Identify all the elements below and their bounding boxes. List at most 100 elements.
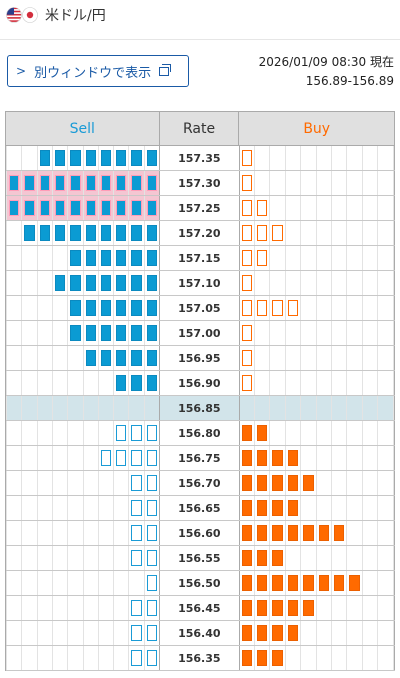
sell-order-block (116, 300, 127, 316)
buy-position-block (257, 250, 268, 266)
buy-order-block (334, 525, 345, 541)
buy-order-block (272, 550, 283, 566)
sell-position-block (146, 575, 157, 591)
buy-order-block (257, 600, 268, 616)
table-row: 157.15 (6, 246, 395, 271)
table-row: 157.35 (6, 146, 395, 171)
buy-order-block (303, 600, 314, 616)
rate-value: 156.60 (160, 521, 240, 545)
buy-order-block (272, 625, 283, 641)
buy-order-block (241, 550, 253, 566)
sell-order-block (131, 350, 142, 366)
rate-value: 156.95 (160, 346, 240, 370)
sell-order-block (100, 225, 112, 241)
sell-order-block (85, 325, 96, 341)
sell-order-block (9, 175, 20, 191)
sell-order-block (146, 175, 157, 191)
buy-order-block (272, 475, 283, 491)
rate-value: 156.80 (160, 421, 240, 445)
buy-order-block (303, 525, 314, 541)
sell-position-block (146, 500, 157, 516)
rate-value: 156.65 (160, 496, 240, 520)
chevron-right-icon: > (16, 64, 27, 78)
sell-order-block (24, 225, 35, 241)
buy-volume (240, 546, 395, 570)
buy-order-block (287, 525, 299, 541)
buy-order-block (318, 525, 329, 541)
sell-order-block (116, 375, 127, 391)
sell-order-block (70, 325, 81, 341)
buy-order-block (257, 500, 268, 516)
table-row: 156.60 (6, 521, 395, 546)
buy-volume (240, 446, 395, 470)
sell-order-block (54, 225, 66, 241)
sell-position-block (131, 450, 142, 466)
table-row: 156.80 (6, 421, 395, 446)
sell-order-block (146, 150, 157, 166)
sell-order-block (100, 350, 112, 366)
sell-order-block (70, 175, 81, 191)
sell-order-block (131, 250, 142, 266)
sell-volume (6, 646, 160, 670)
sell-order-block (131, 150, 142, 166)
sell-order-block (100, 325, 112, 341)
buy-order-block (287, 600, 299, 616)
sell-order-block (70, 250, 81, 266)
table-row: 156.50 (6, 571, 395, 596)
sell-order-block (146, 350, 157, 366)
sell-order-block (146, 275, 157, 291)
sell-volume (6, 596, 160, 620)
buy-order-block (272, 650, 283, 666)
buy-volume (240, 321, 395, 345)
sell-position-block (131, 500, 142, 516)
rate-value: 156.50 (160, 571, 240, 595)
sell-order-block (85, 350, 96, 366)
rate-value: 157.30 (160, 171, 240, 195)
buy-order-block (241, 450, 253, 466)
sell-volume (6, 396, 160, 420)
sell-volume (6, 546, 160, 570)
open-new-window-button[interactable]: > 別ウィンドウで表示 (7, 55, 189, 87)
sell-order-block (131, 200, 142, 216)
buy-volume (240, 646, 395, 670)
buy-volume (240, 521, 395, 545)
sell-order-block (39, 200, 50, 216)
rate-value: 156.40 (160, 621, 240, 645)
sell-order-block (39, 175, 50, 191)
sell-order-block (54, 175, 66, 191)
sell-order-block (146, 325, 157, 341)
buy-order-block (257, 575, 268, 591)
buy-position-block (241, 275, 253, 291)
sell-order-block (116, 175, 127, 191)
buy-position-block (241, 150, 253, 166)
rate-value: 157.25 (160, 196, 240, 220)
rate-column-header: Rate (160, 112, 240, 145)
flag-icons (6, 7, 38, 23)
sell-order-block (39, 225, 50, 241)
sell-order-block (131, 225, 142, 241)
buy-order-block (287, 475, 299, 491)
sell-position-block (146, 425, 157, 441)
timestamp-block: 2026/01/09 08:30 現在 156.89-156.89 (259, 53, 394, 91)
rate-value: 156.45 (160, 596, 240, 620)
sell-volume (6, 371, 160, 395)
sell-position-block (116, 450, 127, 466)
sell-position-block (131, 650, 142, 666)
sell-order-block (116, 225, 127, 241)
sell-order-block (146, 225, 157, 241)
sell-order-block (146, 200, 157, 216)
buy-position-block (241, 350, 253, 366)
table-row: 157.05 (6, 296, 395, 321)
buy-order-block (257, 625, 268, 641)
header: 米ドル/円 (0, 0, 400, 40)
buy-order-block (272, 600, 283, 616)
sell-volume (6, 421, 160, 445)
sell-order-block (131, 300, 142, 316)
sell-volume (6, 571, 160, 595)
buy-order-block (257, 525, 268, 541)
rate-range: 156.89-156.89 (305, 74, 394, 88)
sell-volume (6, 246, 160, 270)
buy-order-block (287, 625, 299, 641)
sell-position-block (146, 600, 157, 616)
buy-position-block (241, 300, 253, 316)
